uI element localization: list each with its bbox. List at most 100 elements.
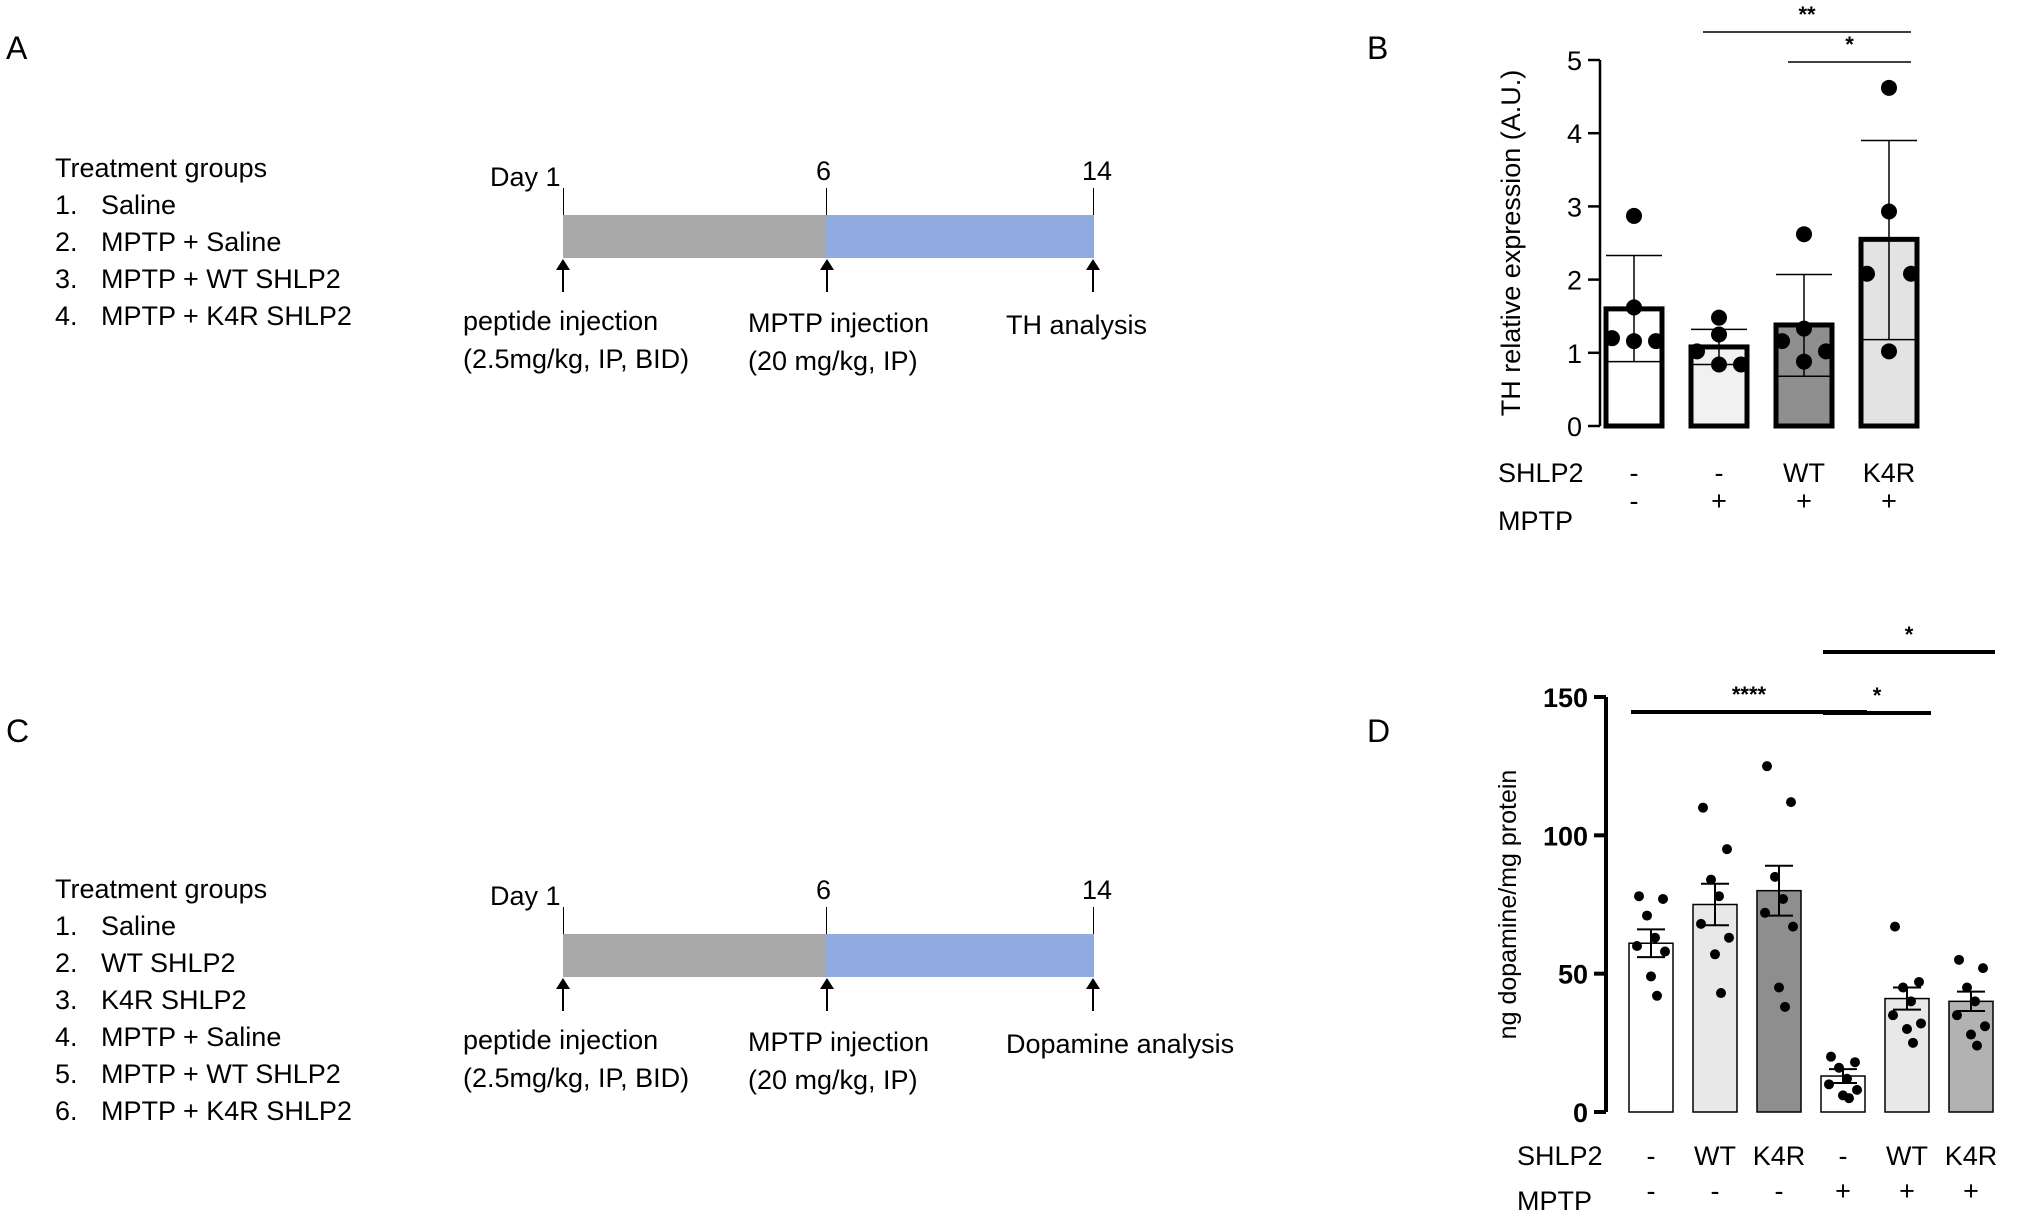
factor-value: - bbox=[1711, 1176, 1720, 1206]
chart-th-expression: 0 1 2 3 4 5 TH relative expression (A.U.) SHLP2… bbox=[1496, 2, 1920, 536]
data-point bbox=[1818, 343, 1834, 360]
timeline-a: Day 1 6 14 peptide injection (2.5mg/kg, I… bbox=[0, 0, 1250, 400]
data-point bbox=[1642, 910, 1652, 921]
event-mptp-injection: MPTP injection (20 mg/kg, IP) bbox=[748, 1027, 930, 1095]
data-point bbox=[1626, 299, 1642, 316]
group-item: 1. Saline bbox=[55, 190, 177, 220]
tick-mark bbox=[563, 188, 564, 216]
day-label-mid: 6 bbox=[816, 875, 832, 905]
data-point bbox=[1852, 1084, 1862, 1095]
data-point bbox=[1978, 963, 1988, 974]
timeline-segment-peptide bbox=[563, 934, 826, 977]
timeline-c: Day 1 6 14 peptide injection (2.5mg/kg, I… bbox=[463, 875, 1235, 1095]
data-point bbox=[1788, 921, 1798, 932]
treatment-groups-title: Treatment groups bbox=[55, 153, 268, 183]
data-point bbox=[1908, 1037, 1918, 1048]
timeline-segment-mptp bbox=[826, 934, 1094, 977]
data-point bbox=[1774, 333, 1790, 350]
significance-label: **** bbox=[1732, 682, 1767, 707]
data-point bbox=[1698, 802, 1708, 813]
data-point bbox=[1859, 265, 1875, 282]
data-point bbox=[1652, 990, 1662, 1001]
data-point bbox=[1972, 1040, 1982, 1051]
y-axis-title: TH relative expression (A.U.) bbox=[1496, 70, 1526, 417]
data-point bbox=[1711, 309, 1727, 326]
data-point bbox=[1980, 1021, 1990, 1032]
data-point bbox=[1796, 353, 1812, 370]
up-arrow-icon bbox=[556, 259, 570, 292]
data-point bbox=[1711, 326, 1727, 343]
data-point bbox=[1898, 982, 1908, 993]
group-item: 6. MPTP + K4R SHLP2 bbox=[55, 1096, 352, 1126]
timeline-segment-peptide bbox=[563, 215, 826, 258]
data-point bbox=[1962, 982, 1972, 993]
significance-label: * bbox=[1905, 622, 1914, 647]
data-point bbox=[1888, 1010, 1898, 1021]
factor-value: + bbox=[1835, 1176, 1851, 1206]
panel-label-d: D bbox=[1367, 713, 1391, 749]
group-item: 5. MPTP + WT SHLP2 bbox=[55, 1059, 341, 1089]
data-point bbox=[1824, 1079, 1834, 1090]
tick-mark bbox=[826, 188, 827, 216]
y-tick-label: 150 bbox=[1543, 683, 1588, 713]
data-point bbox=[1658, 893, 1668, 904]
data-point bbox=[1778, 893, 1788, 904]
y-axis-title: ng dopamine/mg protein bbox=[1494, 770, 1522, 1040]
data-point bbox=[1916, 1018, 1926, 1029]
data-point bbox=[1834, 1062, 1844, 1073]
data-point bbox=[1906, 996, 1916, 1007]
data-point bbox=[1966, 1029, 1976, 1040]
event-mptp-injection: MPTP injection (20 mg/kg, IP) bbox=[748, 308, 930, 376]
y-tick-label: 50 bbox=[1558, 960, 1588, 990]
tick-mark bbox=[1093, 188, 1094, 216]
tick-mark bbox=[563, 907, 564, 935]
data-point bbox=[1786, 797, 1796, 808]
data-point bbox=[1796, 320, 1812, 337]
factor-value: - bbox=[1839, 1141, 1848, 1171]
data-point bbox=[1762, 761, 1772, 772]
y-tick-label: 0 bbox=[1567, 412, 1582, 442]
factor-row-label: MPTP bbox=[1517, 1186, 1592, 1216]
data-point bbox=[1626, 207, 1642, 224]
data-point bbox=[1706, 874, 1716, 885]
data-point bbox=[1724, 932, 1734, 943]
data-point bbox=[1970, 996, 1980, 1007]
data-point bbox=[1770, 871, 1780, 882]
tick-mark bbox=[1093, 907, 1094, 935]
group-item: 4. MPTP + K4R SHLP2 bbox=[55, 301, 352, 331]
y-tick-label: 0 bbox=[1573, 1098, 1588, 1128]
data-point bbox=[1881, 79, 1897, 96]
day-label-start: Day 1 bbox=[490, 881, 561, 911]
data-point bbox=[1760, 907, 1770, 918]
up-arrow-icon bbox=[820, 259, 834, 292]
y-tick-label: 100 bbox=[1543, 821, 1588, 851]
factor-value: - bbox=[1630, 486, 1639, 516]
factor-value: K4R bbox=[1863, 458, 1916, 488]
data-point bbox=[1604, 330, 1620, 347]
factor-value: K4R bbox=[1945, 1141, 1998, 1171]
event-dopamine-analysis: Dopamine analysis bbox=[1006, 1029, 1235, 1059]
data-point bbox=[1842, 1073, 1852, 1084]
factor-value: K4R bbox=[1753, 1141, 1806, 1171]
factor-value: - bbox=[1630, 458, 1639, 488]
group-item: 3. MPTP + WT SHLP2 bbox=[55, 264, 341, 294]
up-arrow-icon bbox=[1086, 978, 1100, 1011]
day-label-end: 14 bbox=[1082, 156, 1113, 186]
y-tick-label: 3 bbox=[1567, 192, 1582, 222]
data-point bbox=[1780, 1001, 1790, 1012]
factor-value: WT bbox=[1783, 458, 1825, 488]
factor-value: + bbox=[1881, 486, 1897, 516]
chart-dopamine: 0 50 100 150 ng dopamine/mg protein SHLP2 - WT K… bbox=[1494, 622, 1998, 1216]
factor-value: - bbox=[1775, 1176, 1784, 1206]
data-point bbox=[1952, 1010, 1962, 1021]
data-point bbox=[1914, 976, 1924, 987]
factor-value: + bbox=[1796, 486, 1812, 516]
treatment-groups-c: Treatment groups 1. Saline 2. WT SHLP2 3. K… bbox=[55, 871, 352, 1130]
event-peptide-injection: peptide injection (2.5mg/kg, IP, BID) bbox=[463, 1025, 690, 1093]
data-point bbox=[1844, 1093, 1854, 1104]
factor-value: + bbox=[1711, 486, 1727, 516]
significance-label: * bbox=[1845, 32, 1854, 57]
arrow-icons bbox=[556, 259, 1100, 292]
data-point bbox=[1733, 356, 1749, 373]
data-point bbox=[1850, 1057, 1860, 1068]
